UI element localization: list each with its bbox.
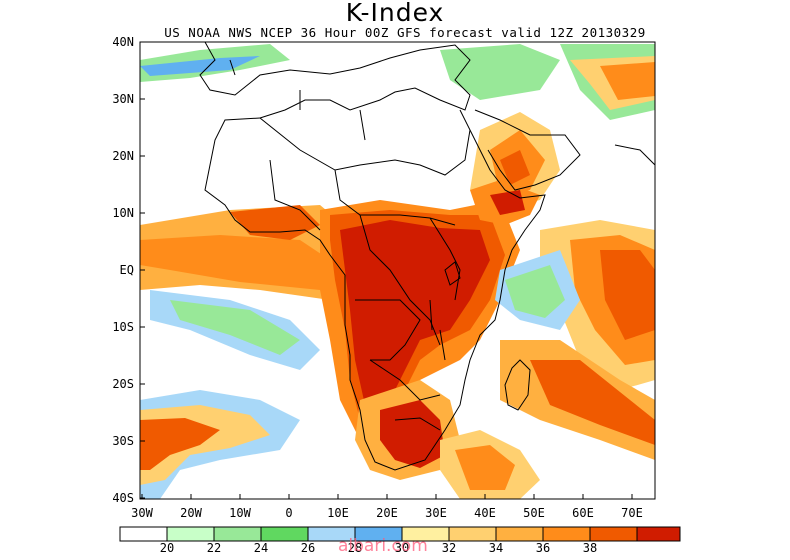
colorbar-label: 36	[535, 541, 551, 555]
lon-label: 0	[285, 506, 293, 520]
colorbar-swatch	[213, 526, 262, 542]
lat-label: 30S	[112, 434, 134, 448]
contour-band	[500, 350, 535, 410]
lon-label: 10E	[327, 506, 349, 520]
map-subtitle: US NOAA NWS NCEP 36 Hour 00Z GFS forecas…	[164, 25, 646, 40]
colorbar-swatch	[589, 526, 638, 542]
map-title: K-Index	[345, 0, 445, 27]
lon-label: 30W	[131, 506, 153, 520]
contour-band	[600, 62, 655, 100]
lon-label: 20E	[376, 506, 398, 520]
colorbar-label: 30	[394, 541, 410, 555]
contour-band	[230, 205, 320, 240]
colorbar-swatch	[636, 526, 681, 542]
lat-label: 40S	[112, 491, 134, 505]
lon-label: 70E	[621, 506, 643, 520]
colorbar-swatch	[495, 526, 544, 542]
lon-label: 30E	[425, 506, 447, 520]
contour-band	[500, 150, 530, 185]
colorbar-swatch	[260, 526, 309, 542]
lon-label: 40E	[474, 506, 496, 520]
lat-label: 10S	[112, 320, 134, 334]
lon-label: 50E	[523, 506, 545, 520]
colorbar-label: 28	[347, 541, 363, 555]
contour-band	[600, 250, 655, 340]
contour-band	[140, 235, 330, 290]
colorbar-label: 26	[300, 541, 316, 555]
axis-ticks	[140, 41, 633, 499]
colorbar	[119, 526, 681, 542]
lat-label: EQ	[119, 263, 134, 277]
watermark: albari.com	[338, 536, 428, 556]
contour-band	[140, 418, 220, 470]
colorbar-label: 24	[253, 541, 269, 555]
colorbar-label: 32	[441, 541, 457, 555]
colorbar-label: 20	[159, 541, 175, 555]
contour-band	[380, 400, 445, 468]
colorbar-label: 22	[206, 541, 222, 555]
colorbar-swatch	[448, 526, 497, 542]
contour-band	[530, 360, 655, 445]
colorbar-swatch	[119, 526, 168, 542]
lat-label: 20N	[112, 149, 134, 163]
colorbar-label: 38	[582, 541, 598, 555]
lon-label: 60E	[572, 506, 594, 520]
contour-band	[170, 300, 300, 355]
lat-label: 40N	[112, 35, 134, 49]
colorbar-swatch	[542, 526, 591, 542]
colorbar-label: 34	[488, 541, 504, 555]
lat-label: 30N	[112, 92, 134, 106]
lat-label: 20S	[112, 377, 134, 391]
contour-band	[505, 265, 565, 318]
lat-label: 10N	[112, 206, 134, 220]
contour-band	[440, 44, 560, 100]
lon-label: 20W	[180, 506, 202, 520]
lon-label: 10W	[229, 506, 251, 520]
colorbar-swatch	[166, 526, 215, 542]
contour-band	[455, 445, 515, 490]
coastlines	[199, 42, 655, 471]
